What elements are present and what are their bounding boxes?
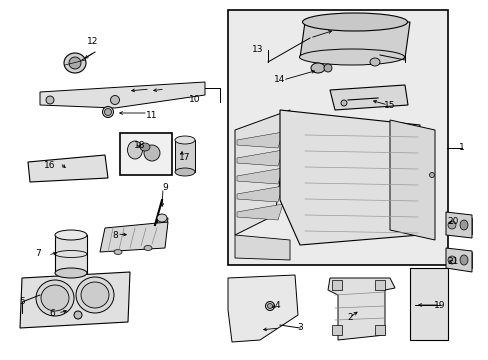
Polygon shape — [280, 110, 419, 245]
Ellipse shape — [69, 57, 81, 69]
Polygon shape — [299, 22, 409, 58]
Ellipse shape — [265, 302, 274, 310]
Polygon shape — [237, 150, 283, 166]
Ellipse shape — [104, 108, 111, 116]
Ellipse shape — [140, 143, 150, 151]
Ellipse shape — [175, 168, 195, 176]
Text: 12: 12 — [87, 37, 99, 46]
Text: 13: 13 — [252, 45, 263, 54]
Text: 17: 17 — [179, 153, 190, 162]
Polygon shape — [237, 204, 283, 220]
Polygon shape — [445, 212, 471, 238]
Text: 18: 18 — [134, 140, 145, 149]
Text: 2: 2 — [346, 314, 352, 323]
Text: 7: 7 — [35, 248, 41, 257]
Polygon shape — [445, 248, 471, 272]
Ellipse shape — [55, 268, 87, 278]
Ellipse shape — [447, 221, 455, 229]
Polygon shape — [235, 110, 289, 235]
Ellipse shape — [74, 311, 82, 319]
Ellipse shape — [340, 100, 346, 106]
Bar — [227, 10, 447, 265]
Ellipse shape — [447, 256, 455, 264]
Ellipse shape — [459, 220, 467, 230]
Ellipse shape — [127, 141, 142, 159]
Text: 5: 5 — [19, 297, 25, 306]
Ellipse shape — [143, 145, 160, 161]
Ellipse shape — [157, 214, 167, 222]
Ellipse shape — [102, 107, 113, 117]
Polygon shape — [227, 275, 297, 342]
Ellipse shape — [459, 255, 467, 265]
Text: 9: 9 — [162, 184, 167, 193]
Text: 6: 6 — [49, 309, 55, 318]
Polygon shape — [20, 272, 130, 328]
Polygon shape — [235, 235, 289, 260]
Bar — [374, 280, 384, 290]
Text: 3: 3 — [297, 324, 302, 333]
Text: 1: 1 — [458, 144, 464, 153]
Text: 15: 15 — [384, 100, 395, 109]
Polygon shape — [329, 85, 407, 110]
Ellipse shape — [76, 277, 114, 313]
Ellipse shape — [143, 246, 152, 251]
Bar — [331, 280, 341, 290]
Ellipse shape — [114, 249, 122, 255]
Text: 20: 20 — [447, 217, 458, 226]
Polygon shape — [40, 82, 204, 108]
Ellipse shape — [55, 230, 87, 240]
Text: 4: 4 — [274, 301, 279, 310]
Bar — [374, 325, 384, 335]
Polygon shape — [156, 218, 168, 235]
Text: 14: 14 — [274, 76, 285, 85]
Text: 19: 19 — [433, 301, 445, 310]
Ellipse shape — [369, 58, 379, 66]
Polygon shape — [389, 120, 434, 240]
Text: 21: 21 — [447, 257, 458, 266]
Ellipse shape — [267, 303, 272, 309]
Bar — [409, 268, 447, 340]
Ellipse shape — [302, 13, 407, 31]
Ellipse shape — [64, 53, 86, 73]
Ellipse shape — [36, 280, 74, 316]
Polygon shape — [100, 222, 168, 252]
Polygon shape — [28, 155, 108, 182]
Ellipse shape — [81, 282, 109, 308]
Polygon shape — [237, 168, 283, 184]
Polygon shape — [327, 278, 394, 340]
Ellipse shape — [46, 96, 54, 104]
Ellipse shape — [428, 172, 434, 177]
Text: 16: 16 — [44, 161, 56, 170]
Text: 8: 8 — [112, 230, 118, 239]
Ellipse shape — [310, 63, 325, 73]
Bar — [461, 218, 471, 234]
Polygon shape — [237, 186, 283, 202]
Ellipse shape — [324, 64, 331, 72]
Bar — [461, 252, 471, 268]
Bar — [120, 133, 172, 175]
Ellipse shape — [110, 95, 119, 104]
Ellipse shape — [175, 136, 195, 144]
Ellipse shape — [41, 285, 69, 311]
Bar — [55, 235, 87, 273]
Bar — [331, 325, 341, 335]
Polygon shape — [237, 132, 283, 148]
Text: 10: 10 — [189, 95, 201, 104]
Ellipse shape — [299, 49, 404, 65]
Bar — [175, 140, 195, 172]
Text: 11: 11 — [146, 111, 158, 120]
